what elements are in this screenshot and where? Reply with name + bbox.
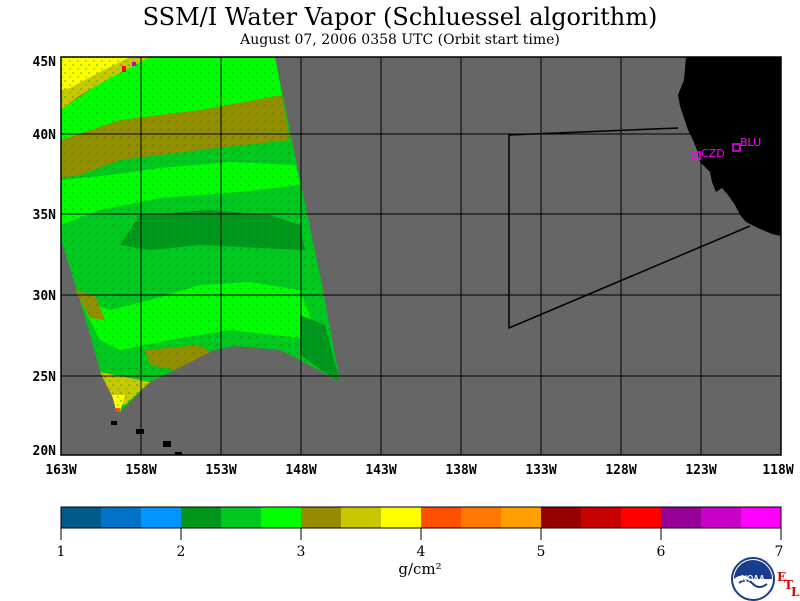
etl-letter: T (784, 578, 793, 592)
colorbar-tick-label: 1 (57, 544, 66, 560)
station-czd[interactable]: CZD (692, 147, 725, 160)
colorbar-swatch (581, 507, 622, 528)
colorbar-swatch (621, 507, 662, 528)
map-border (60, 56, 782, 456)
colorbar-swatch (501, 507, 542, 528)
colorbar-swatch (661, 507, 702, 528)
lon-label: 138W (445, 463, 476, 478)
colorbar-swatch (301, 507, 342, 528)
chart-subtitle: August 07, 2006 0358 UTC (Orbit start ti… (240, 32, 560, 48)
colorbar-tick-label: 4 (417, 544, 426, 560)
lon-label: 143W (365, 463, 396, 478)
station-blu[interactable]: BLU (732, 136, 761, 152)
hawaiian-islands (111, 421, 182, 455)
lat-label: 35N (33, 208, 57, 223)
noaa-logo[interactable]: NOAA (731, 557, 775, 601)
colorbar-swatch (381, 507, 422, 528)
sector-outline (508, 127, 751, 330)
longitude-labels: 163W 158W 153W 148W 143W 138W 133W 128W … (45, 463, 793, 478)
colorbar-tick-label: 2 (177, 544, 186, 560)
lat-label: 30N (33, 289, 57, 304)
colorbar-swatch (61, 507, 102, 528)
water-vapor-swath (61, 57, 340, 412)
lat-label: 45N (33, 55, 57, 70)
lon-label: 133W (525, 463, 556, 478)
latitude-labels: 45N 40N 35N 30N 25N 20N (33, 55, 57, 459)
colorbar-units: g/cm² (398, 560, 442, 578)
lon-label: 148W (285, 463, 316, 478)
colorbar-tick-label: 5 (537, 544, 546, 560)
colorbar-tick-label: 7 (775, 544, 784, 560)
north-america-land (678, 57, 781, 236)
lon-label: 163W (45, 463, 76, 478)
lat-label: 20N (33, 444, 57, 459)
etl-mark: E T L (776, 570, 800, 599)
lon-label: 128W (605, 463, 636, 478)
colorbar-swatch (221, 507, 262, 528)
station-label-blu: BLU (740, 136, 761, 149)
station-marker-blu (732, 143, 741, 152)
lon-label: 118W (762, 463, 793, 478)
colorbar-ticks (60, 528, 782, 540)
lon-label: 153W (205, 463, 236, 478)
colorbar-swatch (141, 507, 182, 528)
lon-label: 123W (685, 463, 716, 478)
colorbar-swatch (541, 507, 582, 528)
colorbar-swatch (341, 507, 382, 528)
lat-label: 25N (33, 370, 57, 385)
lon-label: 158W (125, 463, 156, 478)
colorbar-swatch (701, 507, 742, 528)
station-label-czd: CZD (701, 147, 725, 160)
colorbar-tick-label: 3 (297, 544, 306, 560)
colorbar-tick-label: 6 (657, 544, 666, 560)
graticule (61, 57, 781, 455)
noaa-logo-text: NOAA (741, 574, 765, 583)
colorbar-swatch (101, 507, 142, 528)
colorbar-swatch (461, 507, 502, 528)
station-marker-czd (692, 151, 701, 160)
lat-label: 40N (33, 128, 57, 143)
colorbar-swatch (181, 507, 222, 528)
colorbar-swatch (741, 507, 782, 528)
colorbar (61, 507, 782, 528)
etl-letter: L (791, 585, 800, 599)
colorbar-tick-labels: 1 2 3 4 5 6 7 (57, 544, 784, 560)
colorbar-swatch (421, 507, 462, 528)
chart-title: SSM/I Water Vapor (Schluessel algorithm) (142, 3, 658, 31)
colorbar-swatch (261, 507, 302, 528)
etl-letter: E (777, 570, 787, 584)
